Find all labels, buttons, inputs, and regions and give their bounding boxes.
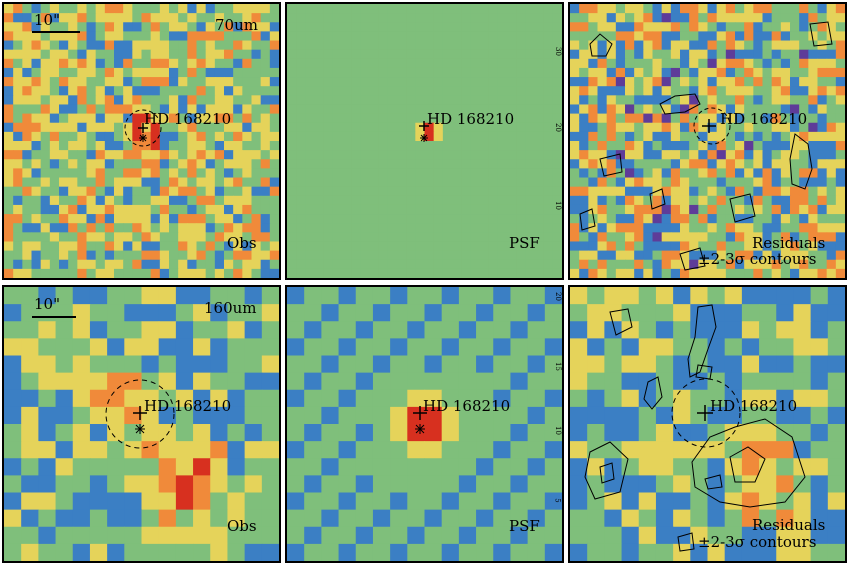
tick-label: 5 bbox=[553, 498, 562, 503]
panel-sublabel: ±2-3σ contours bbox=[698, 250, 817, 268]
tick-label: 15 bbox=[553, 362, 562, 371]
star-label: HD 168210 bbox=[720, 110, 808, 128]
panel-type-label: Obs bbox=[227, 517, 257, 535]
obs-70um-image bbox=[4, 4, 279, 278]
band-label: 160um bbox=[204, 299, 257, 317]
panel-sublabel: ±2-3σ contours bbox=[698, 533, 817, 551]
psf-70um-image bbox=[287, 4, 562, 278]
obs-70um-panel: 10" 70um HD 168210 Obs bbox=[2, 2, 281, 280]
tick-label: 30 bbox=[553, 47, 562, 56]
tick-label: 20 bbox=[553, 123, 562, 132]
scale-bar-label: 10" bbox=[34, 295, 60, 313]
scale-bar bbox=[32, 31, 80, 33]
tick-label: 10 bbox=[553, 426, 562, 435]
star-label: HD 168210 bbox=[423, 397, 511, 415]
star-label: HD 168210 bbox=[710, 397, 798, 415]
psf-70um-panel: HD 168210 PSF 30 20 10 bbox=[285, 2, 564, 280]
scale-bar bbox=[32, 316, 76, 318]
obs-160um-panel: 10" 160um HD 168210 Obs bbox=[2, 285, 281, 563]
star-label: HD 168210 bbox=[144, 110, 232, 128]
tick-label: 20 bbox=[553, 292, 562, 301]
star-label: HD 168210 bbox=[427, 110, 515, 128]
psf-160um-image bbox=[287, 287, 562, 561]
star-label: HD 168210 bbox=[144, 397, 232, 415]
residuals-70um-panel: HD 168210 Residuals ±2-3σ contours bbox=[568, 2, 847, 280]
psf-160um-panel: HD 168210 PSF 20 15 10 5 bbox=[285, 285, 564, 563]
panel-type-label: Residuals bbox=[752, 516, 826, 534]
panel-type-label: PSF bbox=[509, 517, 540, 535]
tick-label: 10 bbox=[553, 201, 562, 210]
residuals-160um-panel: HD 168210 Residuals ±2-3σ contours bbox=[568, 285, 847, 563]
band-label: 70um bbox=[215, 16, 258, 34]
scale-bar-label: 10" bbox=[34, 11, 60, 29]
panel-type-label: Residuals bbox=[752, 234, 826, 252]
panel-type-label: PSF bbox=[509, 234, 540, 252]
panel-type-label: Obs bbox=[227, 234, 257, 252]
